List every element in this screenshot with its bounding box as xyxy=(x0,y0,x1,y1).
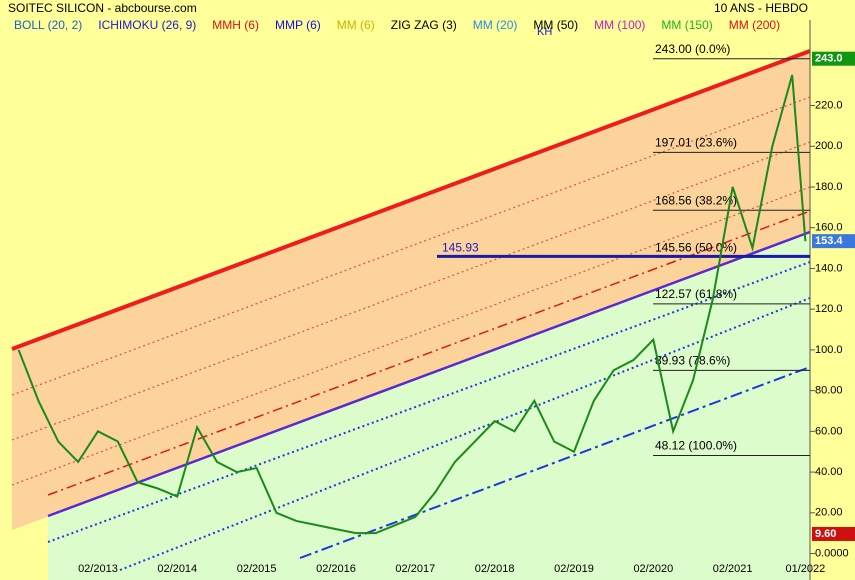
price-line xyxy=(17,74,807,535)
legend-entry: MM (6) xyxy=(337,18,375,32)
x-tick-label: 02/2020 xyxy=(633,563,673,575)
x-tick-label: 02/2021 xyxy=(713,563,753,575)
legend-entry: ICHIMOKU (26, 9) xyxy=(98,18,196,32)
y-tick-label: 0.0000 xyxy=(815,547,849,559)
price-marker-label: 153.4 xyxy=(815,235,843,247)
y-tick-label: 200.0 xyxy=(815,140,843,152)
fib-label: 197.01 (23.6%) xyxy=(655,136,737,150)
fib-label: 48.12 (100.0%) xyxy=(655,439,737,453)
y-tick-label: 100.0 xyxy=(815,344,843,356)
legend-entry: ZIG ZAG (3) xyxy=(391,18,457,32)
chart-subtitle: 10 ANS - HEBDO xyxy=(714,1,808,15)
y-tick-label: 40.00 xyxy=(815,466,843,478)
legend-entry: MMH (6) xyxy=(212,18,259,32)
price-marker xyxy=(812,526,855,541)
channel-line xyxy=(11,141,811,441)
y-tick-label: 160.0 xyxy=(815,222,843,234)
channel-bottom xyxy=(299,366,811,559)
legend-entry: BOLL (20, 2) xyxy=(14,18,82,32)
support-label: 145.93 xyxy=(442,241,479,255)
y-tick-label: 180.0 xyxy=(815,181,843,193)
y-tick-label: 20.00 xyxy=(815,507,843,519)
chart-title: SOITEC SILICON - abcbourse.com xyxy=(8,1,197,15)
price-marker xyxy=(812,51,855,66)
x-tick-label: 02/2013 xyxy=(78,563,118,575)
y-tick-label: 140.0 xyxy=(815,262,843,274)
channel-center xyxy=(47,230,811,518)
x-tick-label: 02/2015 xyxy=(237,563,277,575)
note: KH xyxy=(537,26,552,38)
fib-label: 89.93 (78.6%) xyxy=(655,354,730,368)
x-tick-label: 01/2022 xyxy=(786,563,826,575)
legend-entry: MM (20) xyxy=(473,18,518,32)
fib-label: 168.56 (38.2%) xyxy=(655,193,737,207)
y-tick-label: 80.00 xyxy=(815,385,843,397)
price-marker-label: 243.0 xyxy=(815,53,843,65)
x-tick-label: 02/2019 xyxy=(554,563,594,575)
legend-entry: MM (200) xyxy=(729,18,780,32)
fib-label: 122.57 (61.8%) xyxy=(655,287,737,301)
x-tick-label: 02/2016 xyxy=(316,563,356,575)
channel-line xyxy=(11,96,811,396)
channel-line xyxy=(11,186,811,486)
x-tick-label: 02/2017 xyxy=(395,563,435,575)
channel-mid xyxy=(47,210,811,496)
upper-channel xyxy=(12,50,810,530)
y-tick-label: 60.00 xyxy=(815,425,843,437)
price-marker-label: 9.60 xyxy=(815,528,836,540)
y-tick-label: 220.0 xyxy=(815,99,843,111)
price-marker xyxy=(812,234,855,249)
y-tick-label: 120.0 xyxy=(815,303,843,315)
x-tick-label: 02/2018 xyxy=(475,563,515,575)
legend-entry: MMP (6) xyxy=(275,18,321,32)
legend-entry: MM (100) xyxy=(594,18,645,32)
fib-label: 145.56 (50.0%) xyxy=(655,240,737,254)
x-tick-label: 02/2014 xyxy=(157,563,197,575)
channel-line xyxy=(119,297,811,571)
legend-entry: MM (50) xyxy=(533,18,578,32)
channel-top xyxy=(11,49,811,351)
lower-channel xyxy=(48,232,810,580)
legend-entry: MM (150) xyxy=(661,18,712,32)
fib-label: 243.00 (0.0%) xyxy=(655,42,730,56)
